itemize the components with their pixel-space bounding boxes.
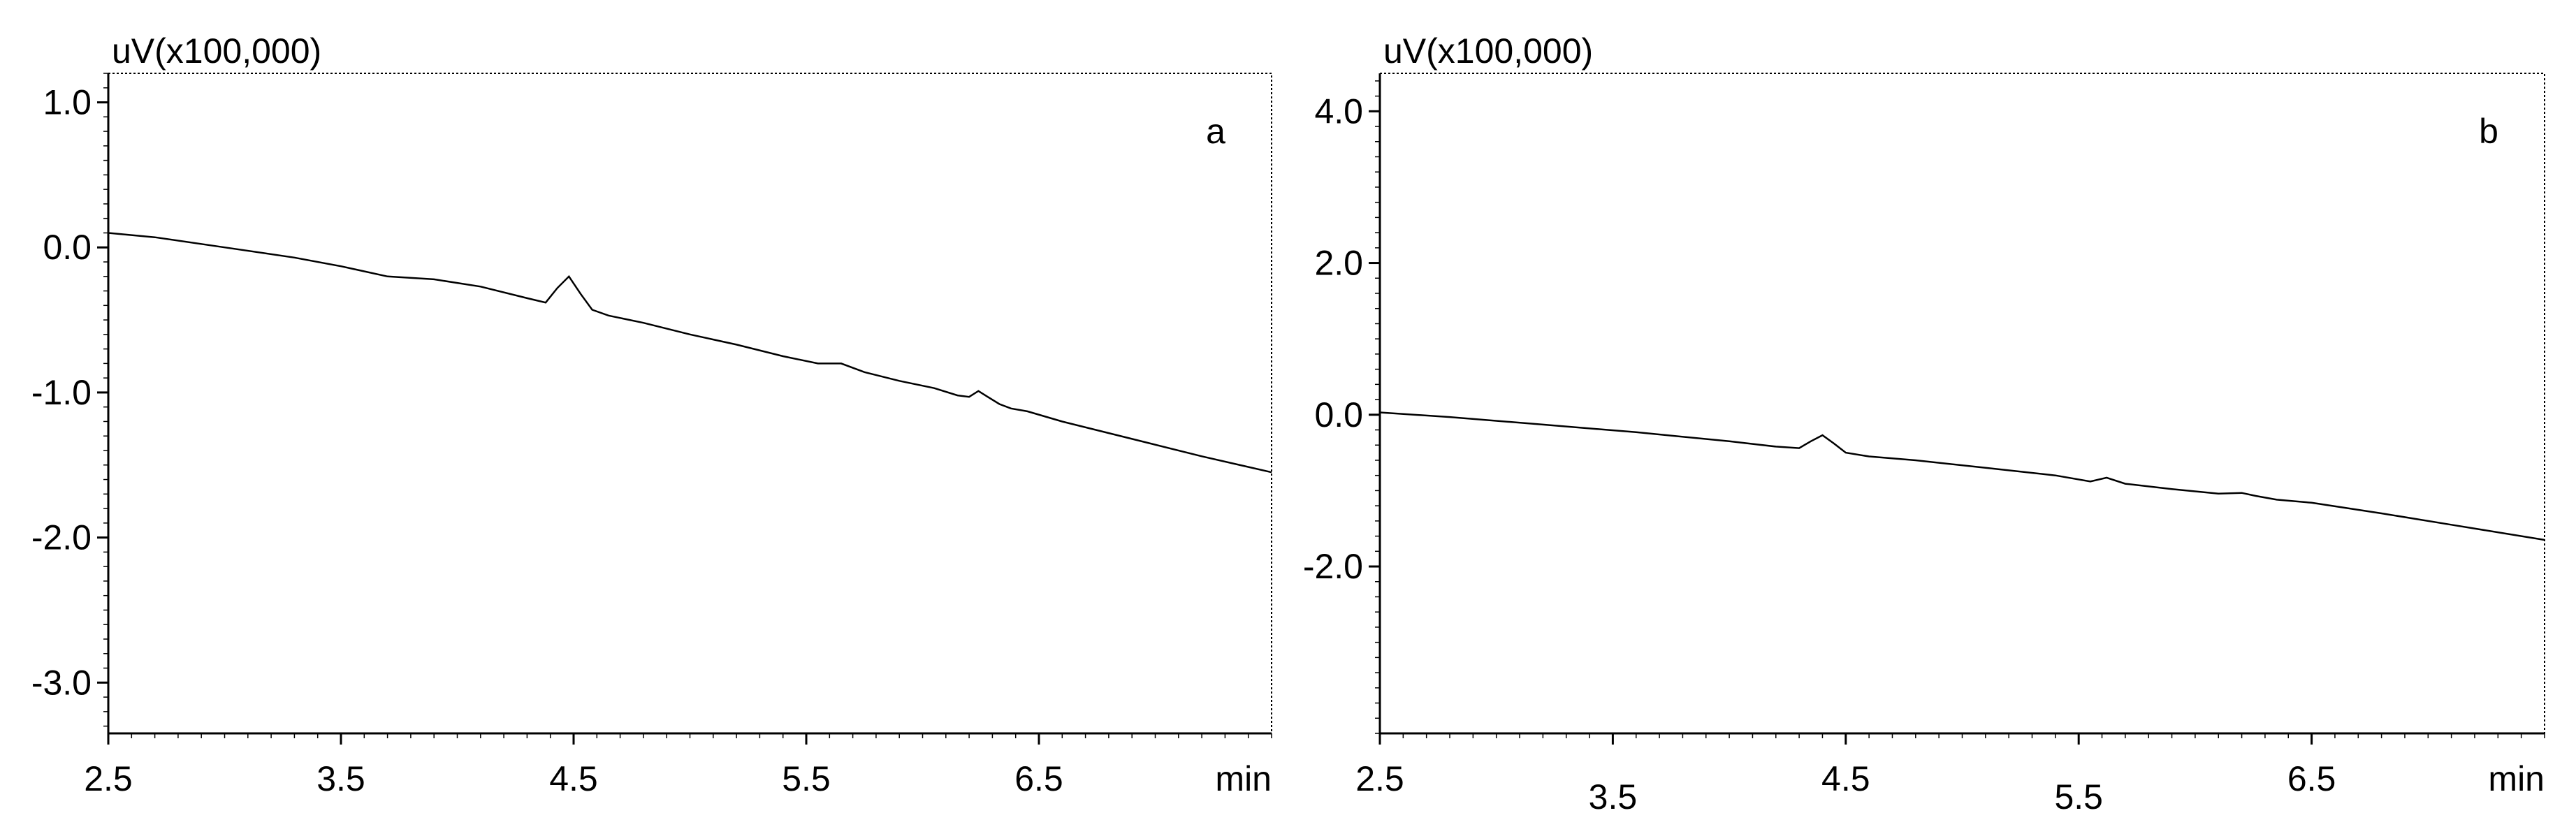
x-minor-ticks (1379, 733, 2545, 738)
chart-panel-b: 4.0 2.0 0.0 -2.0 2.5 3.5 4.5 5.5 6.5 uV(x100,00… (1303, 31, 2545, 813)
x-tick-label: 4.5 (549, 759, 598, 798)
chart-panel-a: 1.0 0.0 -1.0 -2.0 -3.0 2.5 3.5 4.5 5.5 6.5 uV(x1… (31, 31, 1272, 798)
series-line (108, 232, 1272, 474)
x-tick-label: 3.5 (1589, 777, 1638, 813)
x-tick-label: 2.5 (84, 759, 133, 798)
x-minor-ticks (108, 733, 1272, 738)
x-tick-label: 6.5 (2287, 759, 2336, 798)
x-tick-group: 2.5 3.5 4.5 5.5 6.5 (84, 733, 1063, 798)
panel-label: b (2479, 112, 2498, 151)
x-tick-group: 2.5 3.5 4.5 5.5 6.5 (1355, 733, 2336, 813)
y-tick-label: 0.0 (1314, 395, 1363, 434)
x-tick-label: 5.5 (782, 759, 831, 798)
y-tick-group: 4.0 2.0 0.0 -2.0 (1303, 91, 1380, 586)
x-tick-label: 5.5 (2054, 777, 2103, 813)
y-tick-label: -2.0 (31, 518, 92, 557)
series-line (1379, 411, 2545, 541)
x-tick-label: 4.5 (1821, 759, 1870, 798)
y-tick-label: 0.0 (43, 228, 92, 267)
plot-area-frame (108, 73, 1272, 734)
x-tick-label: 3.5 (316, 759, 365, 798)
y-tick-label: -2.0 (1303, 547, 1363, 586)
y-tick-label: -1.0 (31, 373, 92, 412)
x-unit-label: min (2488, 759, 2545, 798)
y-tick-label: 4.0 (1314, 91, 1363, 131)
y-tick-label: -3.0 (31, 663, 92, 702)
y-tick-group: 1.0 0.0 -1.0 -2.0 -3.0 (31, 83, 108, 702)
y-tick-label: 2.0 (1314, 244, 1363, 283)
plot-area-frame (1379, 73, 2545, 734)
x-tick-label: 6.5 (1014, 759, 1063, 798)
y-unit-label: uV(x100,000) (112, 31, 321, 71)
y-tick-label: 1.0 (43, 83, 92, 122)
panel-label: a (1206, 112, 1225, 151)
y-unit-label: uV(x100,000) (1383, 31, 1593, 71)
x-tick-label: 2.5 (1355, 759, 1404, 798)
x-unit-label: min (1215, 759, 1272, 798)
